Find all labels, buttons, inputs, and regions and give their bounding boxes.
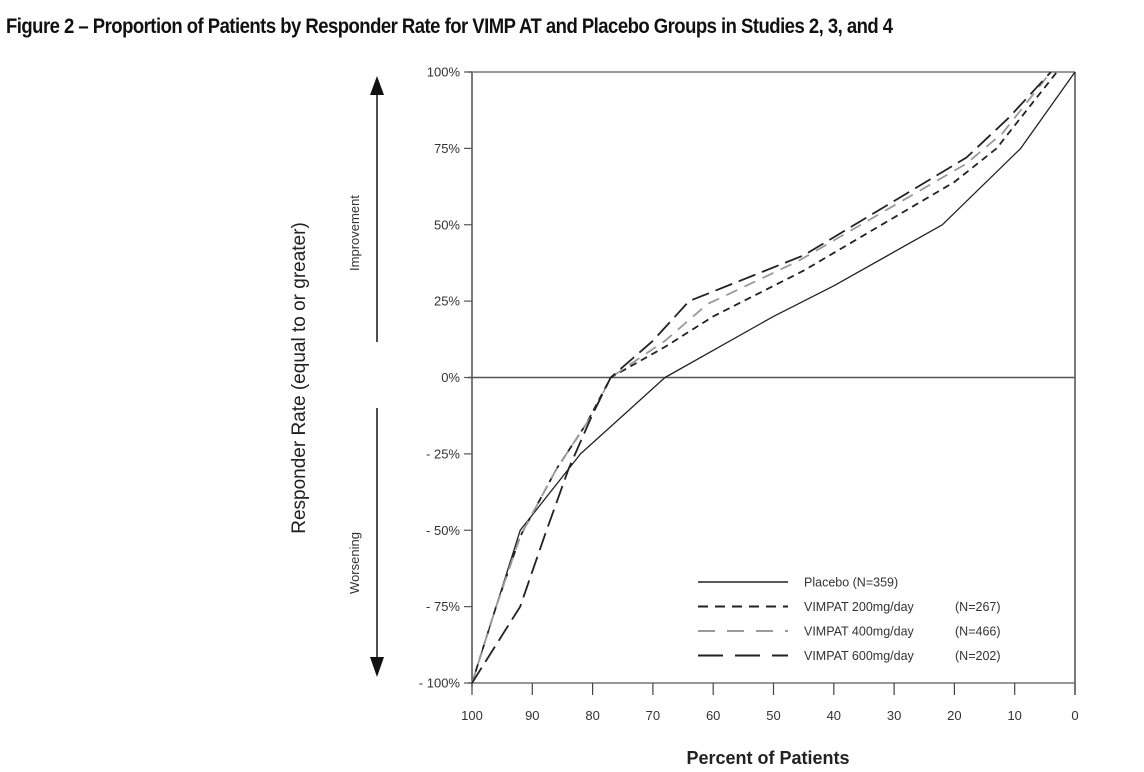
x-tick-label: 100 [461,708,483,723]
x-tick-label: 0 [1071,708,1078,723]
x-tick-label: 10 [1007,708,1021,723]
series-line-0 [471,71,1076,684]
legend-n-3: (N=202) [955,649,1001,663]
x-tick-label: 90 [525,708,539,723]
improvement-label: Improvement [347,195,362,271]
x-tick-label: 20 [947,708,961,723]
y-axis-title: Responder Rate (equal to or greater) [289,222,310,534]
legend-label-2: VIMPAT 400mg/day [804,625,915,639]
y-tick-label: - 75% [426,599,460,614]
y-tick-label: - 25% [426,446,460,461]
y-tick-label: - 50% [426,523,460,538]
annotations: Improvement Worsening [347,76,384,677]
x-tick-label: 50 [766,708,780,723]
legend-n-1: (N=267) [955,600,1001,614]
legend-label-1: VIMPAT 200mg/day [804,600,915,614]
y-tick-label: 25% [434,294,460,309]
axes: 100%75%50%25%0%- 25%- 50%- 75%- 100%100 9… [419,65,1079,724]
x-tick-label: 70 [646,708,660,723]
legend-label-3: VIMPAT 600mg/day [804,649,915,663]
y-tick-label: 100% [427,65,461,80]
legend-label-0: Placebo (N=359) [804,576,898,590]
y-tick-label: 0% [441,370,460,385]
x-tick-label: 60 [706,708,720,723]
arrow-down-icon [370,657,384,677]
figure-title: Figure 2 – Proportion of Patients by Res… [6,14,893,38]
legend-n-2: (N=466) [955,625,1001,639]
series-line-3 [471,71,1052,684]
x-tick-label: 40 [827,708,841,723]
x-axis-title: Percent of Patients [686,748,849,768]
y-tick-label: 50% [434,217,460,232]
worsening-label: Worsening [347,532,362,594]
series-line-2 [471,71,1052,684]
x-tick-label: 30 [887,708,901,723]
y-tick-label: 75% [434,141,460,156]
legend: Placebo (N=359) VIMPAT 200mg/day (N=267) VI… [698,576,1001,663]
x-tick-label: 80 [585,708,599,723]
y-tick-label: - 100% [419,676,461,691]
series-group [471,71,1076,684]
arrow-up-icon [370,76,384,95]
